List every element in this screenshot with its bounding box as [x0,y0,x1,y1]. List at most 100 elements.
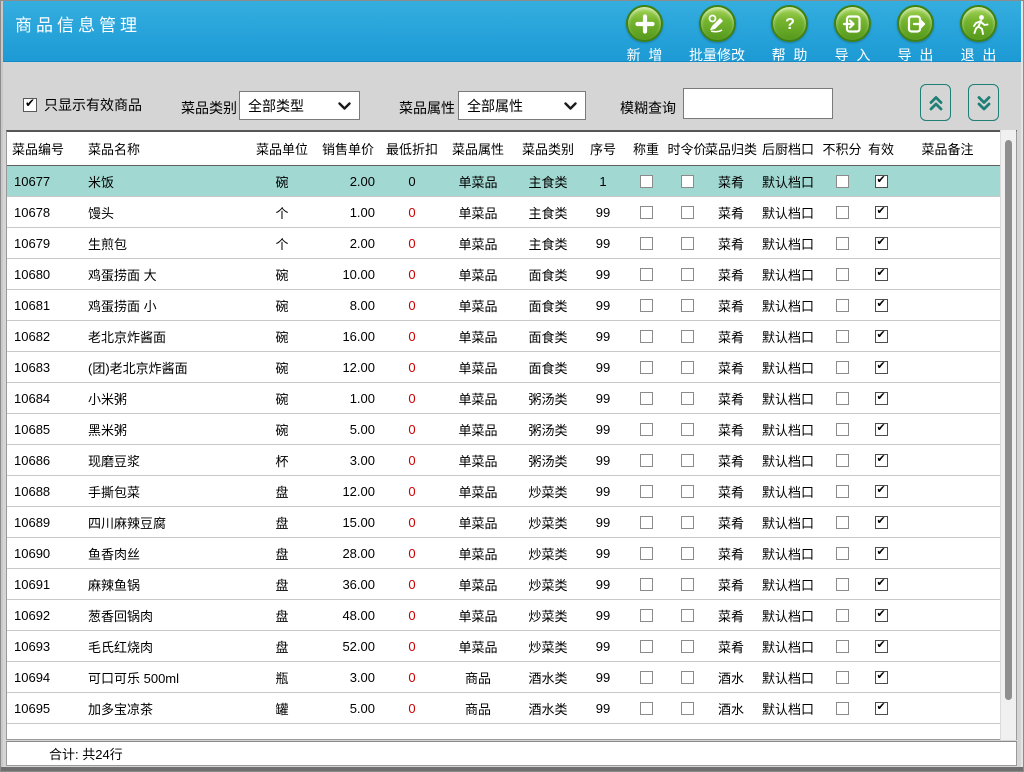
table-row[interactable]: 10681 鸡蛋捞面 小 碗 8.00 0 单菜品 面食类 99 菜肴 默认档口 [7,290,1000,321]
no_points-checkbox[interactable] [835,174,849,188]
column-header-7[interactable]: 序号 [589,142,616,157]
no_points-checkbox[interactable] [835,329,849,343]
table-row[interactable]: 10688 手撕包菜 盘 12.00 0 单菜品 炒菜类 99 菜肴 默认档口 [7,476,1000,507]
valid-checkbox[interactable] [874,607,888,622]
valid-checkbox[interactable] [874,266,888,281]
table-row[interactable]: 10684 小米粥 碗 1.00 0 单菜品 粥汤类 99 菜肴 默认档口 [7,383,1000,414]
seasonal-checkbox[interactable] [680,298,694,312]
column-header-6[interactable]: 菜品类别 [521,142,574,157]
export-button[interactable]: 导 出 [897,5,934,65]
table-row[interactable]: 10689 四川麻辣豆腐 盘 15.00 0 单菜品 炒菜类 99 菜肴 默认档… [7,507,1000,538]
no_points-checkbox[interactable] [835,360,849,374]
help-button[interactable]: ? 帮 助 [771,5,808,65]
weigh-checkbox[interactable] [639,298,653,312]
seasonal-checkbox[interactable] [680,701,694,715]
column-header-2[interactable]: 菜品单位 [255,142,308,157]
no_points-checkbox[interactable] [835,391,849,405]
column-header-8[interactable]: 称重 [632,142,659,157]
valid-checkbox[interactable] [874,638,888,653]
seasonal-checkbox[interactable] [680,205,694,219]
no_points-checkbox[interactable] [835,236,849,250]
seasonal-checkbox[interactable] [680,422,694,436]
no_points-checkbox[interactable] [835,453,849,467]
table-row[interactable]: 10685 黑米粥 碗 5.00 0 单菜品 粥汤类 99 菜肴 默认档口 [7,414,1000,445]
weigh-checkbox[interactable] [639,546,653,560]
valid-checkbox[interactable] [874,359,888,374]
seasonal-checkbox[interactable] [680,453,694,467]
table-row[interactable]: 10686 现磨豆浆 杯 3.00 0 单菜品 粥汤类 99 菜肴 默认档口 [7,445,1000,476]
table-row[interactable]: 10695 加多宝凉茶 罐 5.00 0 商品 酒水类 99 酒水 默认档口 [7,693,1000,724]
valid-checkbox[interactable] [874,235,888,250]
table-row[interactable]: 10694 可口可乐 500ml 瓶 3.00 0 商品 酒水类 99 酒水 默… [7,662,1000,693]
show-valid-only-checkbox[interactable]: 只显示有效商品 [23,95,142,115]
table-row[interactable]: 10680 鸡蛋捞面 大 碗 10.00 0 单菜品 面食类 99 菜肴 默认档… [7,259,1000,290]
valid-checkbox[interactable] [874,545,888,560]
table-row[interactable]: 10691 麻辣鱼锅 盘 36.00 0 单菜品 炒菜类 99 菜肴 默认档口 [7,569,1000,600]
table-row[interactable]: 10679 生煎包 个 2.00 0 单菜品 主食类 99 菜肴 默认档口 [7,228,1000,259]
valid-checkbox[interactable] [874,204,888,219]
seasonal-checkbox[interactable] [680,174,694,188]
table-row[interactable]: 10690 鱼香肉丝 盘 28.00 0 单菜品 炒菜类 99 菜肴 默认档口 [7,538,1000,569]
search-input[interactable] [683,88,833,119]
exit-button[interactable]: 退 出 [960,5,997,65]
weigh-checkbox[interactable] [639,639,653,653]
valid-checkbox[interactable] [874,173,888,188]
column-header-1[interactable]: 菜品名称 [88,142,141,157]
column-header-3[interactable]: 销售单价 [321,142,374,157]
seasonal-checkbox[interactable] [680,546,694,560]
weigh-checkbox[interactable] [639,236,653,250]
seasonal-checkbox[interactable] [680,391,694,405]
valid-checkbox[interactable] [874,700,888,715]
weigh-checkbox[interactable] [639,453,653,467]
table-row[interactable]: 10683 (团)老北京炸酱面 碗 12.00 0 单菜品 面食类 99 菜肴 … [7,352,1000,383]
weigh-checkbox[interactable] [639,608,653,622]
no_points-checkbox[interactable] [835,546,849,560]
attribute-select[interactable]: 全部属性 [458,91,586,120]
column-header-5[interactable]: 菜品属性 [451,142,504,157]
column-header-11[interactable]: 后厨档口 [761,142,814,157]
seasonal-checkbox[interactable] [680,267,694,281]
weigh-checkbox[interactable] [639,577,653,591]
valid-checkbox[interactable] [874,514,888,529]
weigh-checkbox[interactable] [639,515,653,529]
weigh-checkbox[interactable] [639,484,653,498]
weigh-checkbox[interactable] [639,205,653,219]
column-header-4[interactable]: 最低折扣 [385,142,438,157]
table-row[interactable]: 10678 馒头 个 1.00 0 单菜品 主食类 99 菜肴 默认档口 [7,197,1000,228]
no_points-checkbox[interactable] [835,701,849,715]
seasonal-checkbox[interactable] [680,329,694,343]
no_points-checkbox[interactable] [835,670,849,684]
column-header-14[interactable]: 菜品备注 [921,142,974,157]
valid-checkbox[interactable] [874,421,888,436]
batch-edit-button[interactable]: 批量修改 [689,5,745,65]
valid-checkbox[interactable] [874,390,888,405]
weigh-checkbox[interactable] [639,670,653,684]
seasonal-checkbox[interactable] [680,360,694,374]
no_points-checkbox[interactable] [835,205,849,219]
weigh-checkbox[interactable] [639,422,653,436]
weigh-checkbox[interactable] [639,174,653,188]
table-row[interactable]: 10693 毛氏红烧肉 盘 52.00 0 单菜品 炒菜类 99 菜肴 默认档口 [7,631,1000,662]
column-header-9[interactable]: 时令价 [667,142,707,157]
no_points-checkbox[interactable] [835,639,849,653]
no_points-checkbox[interactable] [835,298,849,312]
no_points-checkbox[interactable] [835,422,849,436]
column-header-13[interactable]: 有效 [867,142,894,157]
valid-checkbox[interactable] [874,328,888,343]
vertical-scrollbar[interactable] [1000,130,1016,740]
seasonal-checkbox[interactable] [680,236,694,250]
table-row[interactable]: 10692 葱香回锅肉 盘 48.00 0 单菜品 炒菜类 99 菜肴 默认档口 [7,600,1000,631]
seasonal-checkbox[interactable] [680,577,694,591]
valid-checkbox[interactable] [874,297,888,312]
column-header-12[interactable]: 不积分 [822,142,862,157]
seasonal-checkbox[interactable] [680,608,694,622]
no_points-checkbox[interactable] [835,608,849,622]
valid-checkbox[interactable] [874,483,888,498]
import-button[interactable]: 导 入 [834,5,871,65]
valid-checkbox[interactable] [874,452,888,467]
table-row[interactable]: 10677 米饭 碗 2.00 0 单菜品 主食类 1 菜肴 默认档口 [7,166,1000,197]
scrollbar-thumb[interactable] [1005,140,1012,700]
no_points-checkbox[interactable] [835,577,849,591]
weigh-checkbox[interactable] [639,391,653,405]
seasonal-checkbox[interactable] [680,639,694,653]
